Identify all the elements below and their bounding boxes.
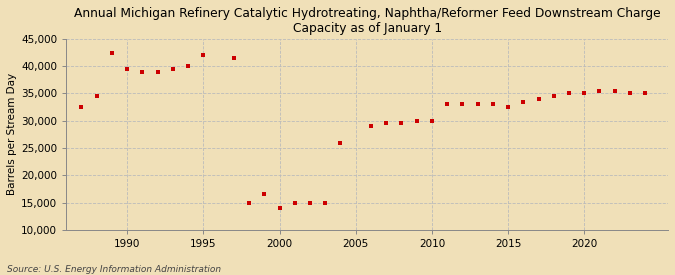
- Point: [594, 89, 605, 93]
- Point: [122, 67, 132, 71]
- Point: [411, 119, 422, 123]
- Point: [107, 50, 117, 55]
- Point: [503, 105, 514, 109]
- Point: [518, 99, 529, 104]
- Point: [153, 69, 163, 74]
- Point: [457, 102, 468, 106]
- Point: [137, 69, 148, 74]
- Point: [91, 94, 102, 98]
- Point: [198, 53, 209, 57]
- Point: [304, 200, 315, 205]
- Y-axis label: Barrels per Stream Day: Barrels per Stream Day: [7, 73, 17, 196]
- Point: [472, 102, 483, 106]
- Point: [274, 206, 285, 210]
- Point: [396, 121, 407, 126]
- Text: Source: U.S. Energy Information Administration: Source: U.S. Energy Information Administ…: [7, 265, 221, 274]
- Point: [244, 200, 254, 205]
- Point: [427, 119, 437, 123]
- Point: [624, 91, 635, 96]
- Point: [320, 200, 331, 205]
- Point: [366, 124, 377, 128]
- Point: [579, 91, 590, 96]
- Point: [610, 89, 620, 93]
- Point: [259, 192, 270, 197]
- Point: [76, 105, 87, 109]
- Point: [381, 121, 392, 126]
- Point: [564, 91, 574, 96]
- Point: [487, 102, 498, 106]
- Point: [548, 94, 559, 98]
- Point: [290, 200, 300, 205]
- Point: [167, 67, 178, 71]
- Point: [533, 97, 544, 101]
- Point: [228, 56, 239, 60]
- Point: [335, 140, 346, 145]
- Point: [183, 64, 194, 68]
- Point: [441, 102, 452, 106]
- Point: [640, 91, 651, 96]
- Title: Annual Michigan Refinery Catalytic Hydrotreating, Naphtha/Reformer Feed Downstre: Annual Michigan Refinery Catalytic Hydro…: [74, 7, 660, 35]
